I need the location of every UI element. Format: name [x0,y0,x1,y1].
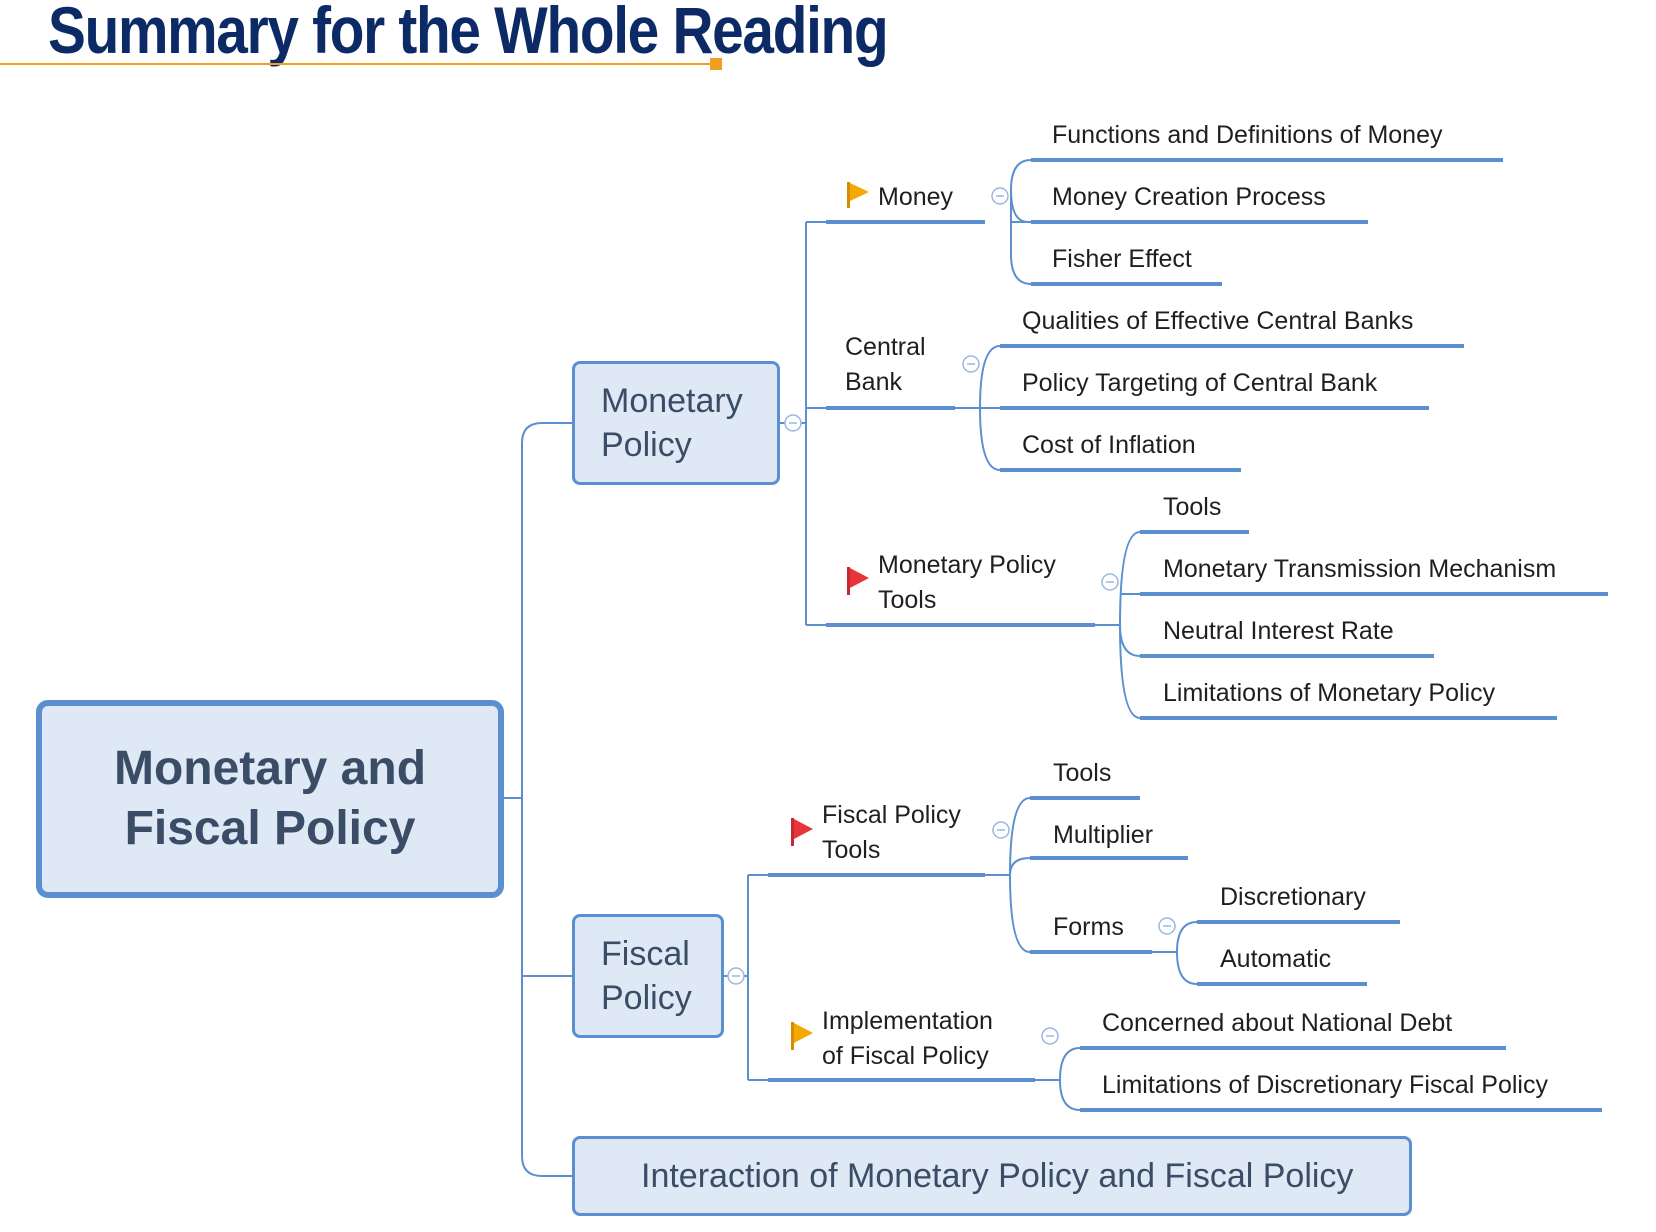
connector-root-trunk [521,422,572,1177]
leaf-functions-definitions-money[interactable]: Functions and Definitions of Money [1052,121,1443,149]
connector-monetary-tools [1095,531,1141,719]
forms-branch-label[interactable]: Forms [1053,913,1124,941]
leaf-neutral-interest-rate[interactable]: Neutral Interest Rate [1163,617,1394,645]
root-node[interactable]: Monetary and Fiscal Policy [36,700,504,898]
leaf-fiscal-tools[interactable]: Tools [1053,759,1112,787]
leaf-fisher-effect[interactable]: Fisher Effect [1052,245,1192,273]
fiscal-policy-node[interactable]: Fiscal Policy [572,914,724,1038]
monetary-policy-line2: Policy [601,426,692,464]
central-bank-branch-line1[interactable]: Central [845,333,926,361]
leaf-concerned-national-debt[interactable]: Concerned about National Debt [1102,1009,1453,1037]
leaf-limitations-discretionary-fiscal-policy[interactable]: Limitations of Discretionary Fiscal Poli… [1102,1071,1548,1099]
collapse-toggle-monetary-policy[interactable] [784,414,802,432]
leaf-limitations-monetary-policy[interactable]: Limitations of Monetary Policy [1163,679,1496,707]
connector-fiscal-tools [985,797,1031,953]
leaf-multiplier[interactable]: Multiplier [1053,821,1154,849]
implementation-branch-line1[interactable]: Implementation [822,1007,993,1035]
collapse-toggle-forms[interactable] [1158,917,1176,935]
title-underline-marker [710,58,722,70]
connector-implementation [1035,1047,1081,1111]
monetary-policy-node[interactable]: Monetary Policy [572,361,780,485]
leaf-monetary-transmission-mechanism[interactable]: Monetary Transmission Mechanism [1163,555,1557,583]
money-branch-label[interactable]: Money [878,183,954,211]
fiscal-policy-line1: Fiscal [601,935,690,973]
monetary-tools-branch-line1[interactable]: Monetary Policy [878,551,1056,579]
connector-money [1009,159,1032,285]
leaf-policy-targeting-central-bank[interactable]: Policy Targeting of Central Bank [1022,369,1378,397]
leaf-money-creation-process[interactable]: Money Creation Process [1052,183,1326,211]
fiscal-tools-branch-line2[interactable]: Tools [822,836,881,864]
root-node-line2: Fiscal Policy [124,802,416,855]
collapse-toggle-implementation[interactable] [1041,1027,1059,1045]
leaf-qualities-effective-central-banks[interactable]: Qualities of Effective Central Banks [1022,307,1414,335]
red-flag-icon [847,567,869,595]
fiscal-tools-branch-line1[interactable]: Fiscal Policy [822,801,961,829]
collapse-toggle-central-bank[interactable] [962,355,980,373]
fiscal-policy-line2: Policy [601,979,692,1017]
orange-flag-icon [847,182,869,208]
title-underline [0,63,712,65]
leaf-discretionary[interactable]: Discretionary [1220,883,1366,911]
red-flag-icon [791,818,813,846]
interaction-label: Interaction of Monetary Policy and Fisca… [641,1156,1354,1195]
collapse-toggle-fiscal-tools[interactable] [992,821,1010,839]
monetary-policy-line1: Monetary [601,382,743,420]
collapse-toggle-monetary-tools[interactable] [1101,573,1119,591]
leaf-cost-of-inflation[interactable]: Cost of Inflation [1022,431,1196,459]
root-node-line1: Monetary and [113,742,427,795]
connector-central-bank [955,345,1001,471]
leaf-automatic[interactable]: Automatic [1220,945,1332,973]
implementation-branch-line2[interactable]: of Fiscal Policy [822,1042,989,1070]
page-title: Summary for the Whole Reading [48,0,889,67]
central-bank-branch-line2[interactable]: Bank [845,368,902,396]
interaction-node[interactable]: Interaction of Monetary Policy and Fisca… [572,1136,1412,1216]
connector-forms [1152,921,1198,985]
monetary-tools-branch-line2[interactable]: Tools [878,586,937,614]
collapse-toggle-money[interactable] [991,187,1009,205]
collapse-toggle-fiscal-policy[interactable] [727,967,745,985]
leaf-monetary-tools[interactable]: Tools [1163,493,1222,521]
orange-flag-icon [791,1022,813,1050]
